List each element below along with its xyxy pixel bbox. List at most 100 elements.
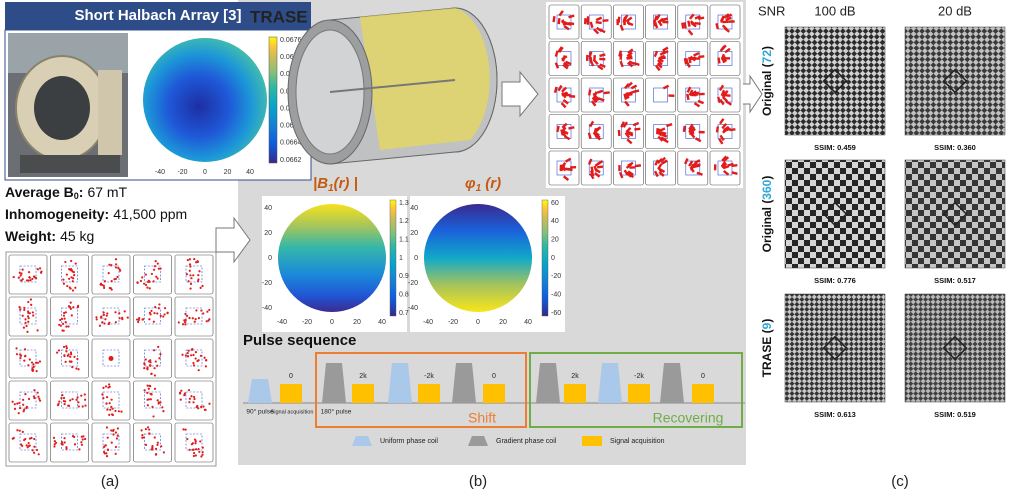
cell bbox=[581, 42, 611, 76]
sample-dot bbox=[22, 269, 24, 271]
sample-dot bbox=[84, 393, 86, 395]
sample-dot bbox=[195, 448, 197, 450]
ssim-label: SSIM: 0.360 bbox=[934, 143, 976, 152]
sample-dot bbox=[192, 354, 194, 356]
ssim-label: SSIM: 0.459 bbox=[814, 143, 856, 152]
sample-dot bbox=[186, 315, 188, 317]
sample-dot bbox=[63, 330, 65, 332]
ssim-label: SSIM: 0.613 bbox=[814, 410, 856, 419]
uniform-pulse bbox=[388, 363, 412, 403]
colorbar bbox=[269, 37, 277, 163]
sample-dot bbox=[106, 396, 108, 398]
acquisition-block bbox=[280, 384, 302, 403]
spec-line: Inhomogeneity:41,500 ppm bbox=[5, 206, 187, 222]
gradient-pulse bbox=[322, 363, 346, 403]
sample-dot bbox=[107, 437, 109, 439]
sample-dot bbox=[82, 405, 84, 407]
y-tick-label: 0 bbox=[414, 255, 418, 262]
sample-dot bbox=[37, 392, 39, 394]
sample-dot bbox=[111, 399, 113, 401]
sample-dot bbox=[106, 402, 108, 404]
sample-dot bbox=[13, 276, 15, 278]
sample-dot bbox=[114, 410, 116, 412]
title-part: |B bbox=[313, 175, 328, 192]
sample-dot bbox=[108, 414, 110, 416]
sample-dot bbox=[109, 287, 111, 289]
sample-dot bbox=[186, 273, 188, 275]
sample-dash bbox=[624, 94, 625, 100]
sample-dash bbox=[662, 18, 668, 20]
colorbar-tick-label: -60 bbox=[551, 310, 561, 317]
sample-dash bbox=[619, 51, 621, 57]
colorbar-tick-label: -40 bbox=[551, 292, 561, 299]
sample-dot bbox=[68, 305, 70, 307]
sample-dot bbox=[39, 360, 41, 362]
colorbar-tick-label: 1 bbox=[399, 255, 403, 262]
sample-dot bbox=[112, 433, 114, 435]
sample-dot bbox=[27, 364, 29, 366]
sample-dot bbox=[187, 259, 189, 261]
sample-dot bbox=[201, 285, 203, 287]
sample-dot bbox=[145, 428, 147, 430]
sample-dot bbox=[65, 311, 67, 313]
sample-dot bbox=[22, 431, 24, 433]
sample-dash bbox=[592, 167, 593, 173]
sample-dot bbox=[208, 403, 210, 405]
cell bbox=[175, 255, 213, 294]
sample-dot bbox=[111, 288, 113, 290]
sample-dash bbox=[688, 21, 689, 27]
sample-dot bbox=[14, 408, 16, 410]
sample-dot bbox=[67, 355, 69, 357]
sample-dot bbox=[22, 399, 24, 401]
gradient-label: -2k bbox=[634, 373, 644, 380]
sample-dot bbox=[157, 442, 159, 444]
y-tick-label: 20 bbox=[410, 230, 418, 237]
sample-dot bbox=[68, 405, 70, 407]
x-tick-label: -20 bbox=[302, 319, 312, 326]
figure: Short Halbach Array [3] 0.06760.06740.06… bbox=[0, 0, 1011, 499]
sample-dot bbox=[159, 401, 161, 403]
sample-dot bbox=[198, 451, 200, 453]
sample-dot bbox=[195, 309, 197, 311]
sample-dot bbox=[73, 356, 75, 358]
sample-dot bbox=[195, 261, 197, 263]
acquisition-block bbox=[564, 384, 586, 403]
sample-dot bbox=[115, 258, 117, 260]
x-tick-label: 40 bbox=[246, 169, 254, 176]
sample-dash bbox=[596, 22, 602, 23]
sample-dot bbox=[72, 280, 74, 282]
sample-dot bbox=[147, 385, 149, 387]
sample-dot bbox=[33, 446, 35, 448]
sample-dot bbox=[84, 438, 86, 440]
sample-dot bbox=[197, 274, 199, 276]
acquisition-block bbox=[352, 384, 374, 403]
sample-dash bbox=[682, 23, 683, 29]
sample-dot bbox=[148, 388, 150, 390]
sample-dot bbox=[76, 399, 78, 401]
sample-dash bbox=[725, 95, 731, 96]
legend-label: Uniform phase coil bbox=[380, 438, 438, 445]
sample-dot bbox=[106, 312, 108, 314]
sample-dot bbox=[38, 398, 40, 400]
sample-dot bbox=[20, 274, 22, 276]
sample-dot bbox=[160, 445, 162, 447]
sample-dot bbox=[154, 306, 156, 308]
sample-dot bbox=[53, 437, 55, 439]
row-label: Original (72) bbox=[760, 46, 774, 116]
sample-dot bbox=[76, 358, 78, 360]
sample-dash bbox=[626, 58, 632, 59]
sample-dot bbox=[163, 451, 165, 453]
sample-dot bbox=[53, 445, 55, 447]
colorbar bbox=[542, 200, 548, 316]
sample-dot bbox=[65, 345, 67, 347]
gradient-label: 2k bbox=[359, 373, 367, 380]
sample-dot bbox=[146, 368, 148, 370]
sample-dot bbox=[40, 272, 42, 274]
sample-dash bbox=[563, 56, 565, 62]
panel-b-title: TRASE bbox=[250, 7, 308, 26]
sample-dot bbox=[103, 312, 105, 314]
column-label: 20 dB bbox=[938, 3, 972, 18]
noise-overlay bbox=[785, 160, 885, 268]
sample-dot bbox=[27, 279, 29, 281]
acquisition-block bbox=[628, 384, 650, 403]
